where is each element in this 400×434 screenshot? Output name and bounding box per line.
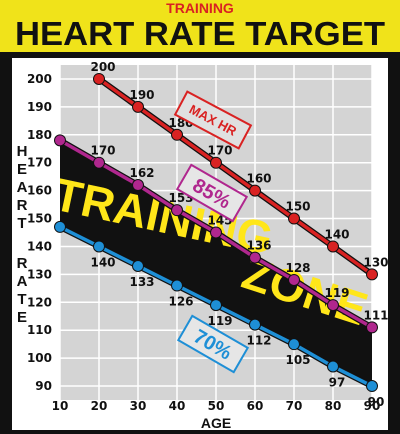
training-zone-fill xyxy=(60,140,372,387)
data-label-p70: 105 xyxy=(285,353,310,367)
y-tick-label: 170 xyxy=(27,156,52,170)
marker-max xyxy=(288,212,300,225)
data-label-max: 140 xyxy=(324,227,349,241)
marker-p70 xyxy=(54,220,66,233)
marker-max xyxy=(171,128,183,141)
p85-callout-box xyxy=(175,163,249,223)
x-axis-label: AGE xyxy=(201,415,231,431)
y-axis-label-letter: T xyxy=(17,215,26,232)
data-label-p70: 112 xyxy=(246,334,271,348)
y-axis-label-letter: R xyxy=(17,255,28,272)
data-label-max: 160 xyxy=(246,172,271,186)
x-tick-label: 40 xyxy=(169,399,186,413)
data-label-max: 130 xyxy=(363,255,388,269)
x-tick-label: 50 xyxy=(208,399,225,413)
marker-p70 xyxy=(366,380,378,393)
y-axis-label-letter: A xyxy=(17,179,28,196)
data-label-p85: 119 xyxy=(324,286,349,300)
y-tick-label: 90 xyxy=(35,379,52,393)
y-axis-label-letter: E xyxy=(17,161,27,178)
data-label-p70: 133 xyxy=(129,275,154,289)
x-tick-label: 80 xyxy=(325,399,342,413)
marker-p85 xyxy=(366,321,378,334)
x-tick-label: 70 xyxy=(286,399,303,413)
data-label-p85: 170 xyxy=(90,144,115,158)
marker-max xyxy=(327,240,339,253)
data-label-p70: 119 xyxy=(207,314,232,328)
y-tick-label: 120 xyxy=(27,295,52,309)
supertitle: TRAINING xyxy=(166,0,234,16)
series-line-max xyxy=(97,77,374,276)
x-tick-label: 10 xyxy=(52,399,69,413)
marker-p70 xyxy=(132,260,144,272)
y-axis-label-letter: T xyxy=(17,291,26,308)
y-axis-label-letter: E xyxy=(17,309,27,326)
marker-p70 xyxy=(288,338,300,351)
data-label-p70: 97 xyxy=(329,376,346,390)
header-banner xyxy=(0,0,400,52)
marker-p70 xyxy=(327,360,339,373)
marker-p70 xyxy=(210,299,222,312)
data-label-max: 170 xyxy=(207,144,232,158)
y-tick-label: 160 xyxy=(27,184,52,198)
marker-p85 xyxy=(249,251,261,264)
data-label-p70: 126 xyxy=(168,295,193,309)
marker-max xyxy=(249,184,261,197)
marker-max xyxy=(132,100,144,113)
p70-callout-box xyxy=(176,314,250,374)
y-tick-label: 150 xyxy=(27,212,52,226)
x-axis: 10 20 30 40 50 60 70 80 90 xyxy=(52,399,381,413)
x-tick-label: 30 xyxy=(130,399,147,413)
y-axis: 90 100 110 120 130 140 150 160 170 180 190 200 xyxy=(27,72,52,393)
marker-p70 xyxy=(93,240,105,253)
data-label-p85: 111 xyxy=(363,308,388,322)
y-tick-label: 190 xyxy=(27,100,52,114)
y-tick-label: 140 xyxy=(27,239,52,253)
marker-p85 xyxy=(132,179,144,192)
data-label-p85: 128 xyxy=(285,261,310,275)
marker-p70 xyxy=(171,279,183,292)
y-tick-label: 130 xyxy=(27,267,52,281)
data-markers xyxy=(54,72,378,393)
marker-max xyxy=(366,268,378,281)
data-label-max: 150 xyxy=(285,200,310,214)
marker-max xyxy=(210,156,222,169)
marker-p85 xyxy=(54,134,66,147)
max-hr-callout-box xyxy=(173,90,253,150)
chart-title: HEART RATE TARGET xyxy=(15,15,385,52)
data-label-max: 190 xyxy=(129,88,154,102)
data-label-max: 200 xyxy=(90,60,115,74)
marker-p85 xyxy=(171,204,183,217)
data-label-p85: 162 xyxy=(129,166,154,180)
marker-p85 xyxy=(327,299,339,312)
y-tick-label: 180 xyxy=(27,128,52,142)
marker-max xyxy=(93,72,105,85)
y-axis-label-letter: A xyxy=(17,273,28,290)
y-tick-label: 110 xyxy=(27,323,52,337)
y-tick-label: 100 xyxy=(27,351,52,365)
x-tick-label: 90 xyxy=(364,399,381,413)
x-tick-label: 20 xyxy=(91,399,108,413)
marker-p85 xyxy=(288,273,300,286)
data-label-p85: 136 xyxy=(246,239,271,253)
y-axis-label-letter: R xyxy=(17,197,28,214)
marker-p70 xyxy=(249,318,261,331)
data-label-p70: 140 xyxy=(90,255,115,269)
x-tick-label: 60 xyxy=(247,399,264,413)
marker-p85 xyxy=(210,226,222,239)
y-tick-label: 200 xyxy=(27,72,52,86)
data-label-p70: 90 xyxy=(368,395,385,409)
marker-p85 xyxy=(93,156,105,169)
y-axis-label-letter: H xyxy=(17,143,28,160)
